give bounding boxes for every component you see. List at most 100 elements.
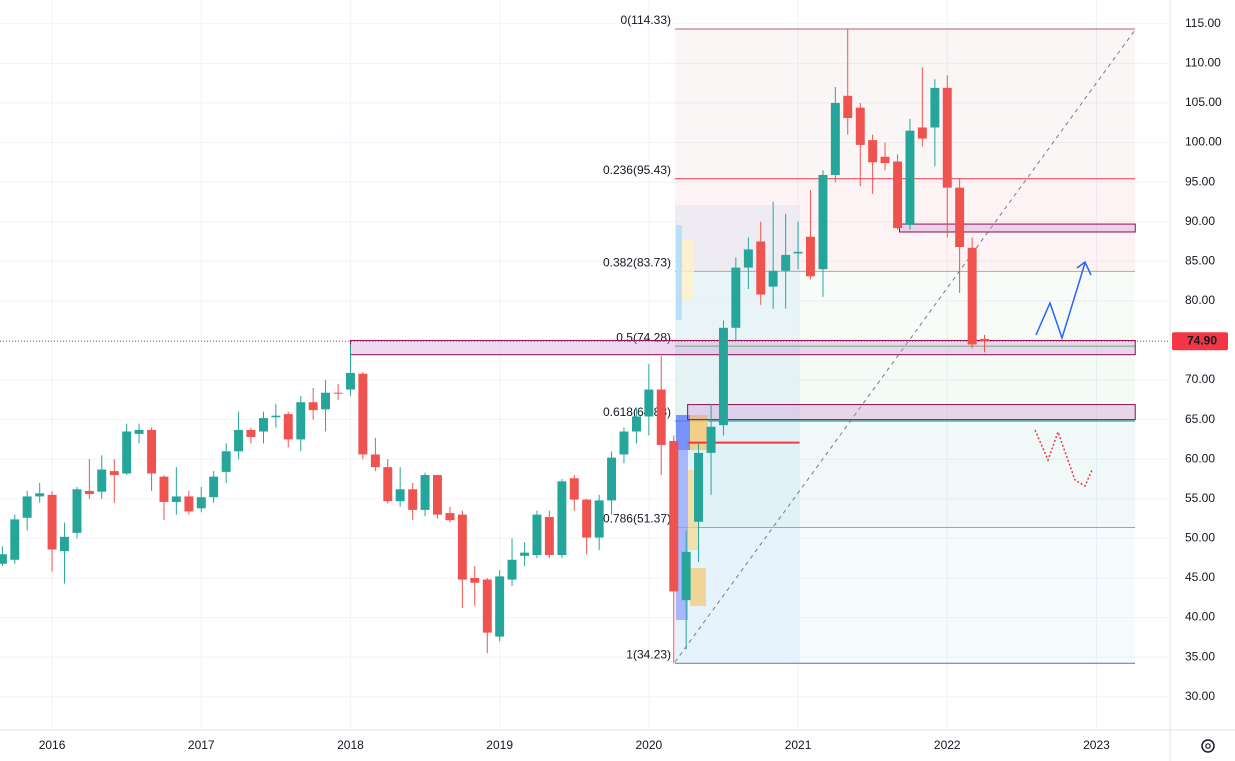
- candle-body: [644, 389, 654, 417]
- candle-body: [345, 372, 355, 390]
- profile-bar: [690, 568, 706, 606]
- profile-bar: [682, 240, 694, 300]
- candle-body: [209, 476, 219, 498]
- candle-body: [259, 418, 268, 432]
- fib-label: 0.786(51.37): [603, 512, 671, 526]
- y-tick-label: 40.00: [1185, 610, 1215, 624]
- candle-body: [594, 500, 604, 538]
- candle-body: [544, 517, 554, 556]
- candle-body: [805, 236, 815, 277]
- y-tick-label: 35.00: [1185, 649, 1215, 663]
- y-tick-label: 65.00: [1185, 412, 1215, 426]
- zone: [349, 339, 1136, 356]
- candle-body: [880, 156, 890, 164]
- candle-body: [358, 373, 368, 455]
- candle-body: [134, 429, 144, 434]
- settings-gear-hub[interactable]: [1205, 743, 1211, 749]
- x-tick-label: 2018: [337, 738, 364, 752]
- candle-body: [184, 496, 194, 512]
- candle-body: [395, 489, 405, 502]
- candle-body: [731, 267, 741, 328]
- arrow-head: [1076, 260, 1092, 276]
- candle-body: [681, 551, 691, 601]
- y-tick-label: 105.00: [1185, 95, 1222, 109]
- fib-label: 1(34.23): [626, 647, 671, 661]
- fib-label: 0.236(95.43): [603, 163, 671, 177]
- fib-band: [675, 527, 1135, 664]
- candle-layer: [0, 29, 1170, 664]
- candle-body: [59, 536, 69, 552]
- candle-body: [507, 559, 517, 580]
- candle-body: [234, 429, 244, 452]
- fib-label: 0.382(83.73): [603, 256, 671, 270]
- candle-body: [669, 441, 679, 592]
- candle-body: [694, 452, 704, 522]
- candle-body: [520, 552, 530, 556]
- zone-layer: [349, 223, 1136, 444]
- candle-body: [22, 496, 32, 518]
- candle-body: [445, 513, 455, 521]
- x-tick-label: 2020: [636, 738, 663, 752]
- candle-body: [47, 494, 57, 550]
- candle-body: [283, 414, 293, 440]
- candle-body: [109, 471, 119, 476]
- candle-body: [980, 338, 990, 342]
- candle-body: [246, 429, 256, 438]
- candle-body: [457, 514, 467, 580]
- candle-body: [942, 87, 952, 188]
- candle-body: [470, 577, 480, 583]
- x-tick-label: 2019: [486, 738, 513, 752]
- settings-button[interactable]: [1201, 739, 1215, 753]
- x-tick-label: 2021: [785, 738, 812, 752]
- candle-body: [818, 174, 828, 270]
- fib-band: [675, 271, 1135, 347]
- candle-body: [967, 247, 977, 345]
- profile-bar: [688, 470, 698, 550]
- x-tick-label: 2016: [39, 738, 66, 752]
- axis-layer: 30.00 35.00 40.00 45.00 50.00 55.00 60.00 65.00…: [39, 16, 1228, 752]
- candle-body: [843, 95, 853, 118]
- y-tick-label: 50.00: [1185, 531, 1215, 545]
- candle-body: [408, 489, 418, 510]
- last-price-label: 74.90: [1187, 333, 1217, 347]
- fib-band: [675, 29, 1135, 179]
- y-tick-label: 95.00: [1185, 174, 1215, 188]
- zone: [899, 223, 1136, 233]
- y-tick-label: 60.00: [1185, 451, 1215, 465]
- candle-body: [333, 392, 343, 394]
- candle-body: [656, 389, 666, 445]
- candle-body: [868, 140, 878, 163]
- candle-body: [221, 451, 231, 472]
- settings-gear[interactable]: [1201, 739, 1215, 753]
- candle-body: [370, 454, 380, 468]
- candle-body: [35, 493, 45, 497]
- candle-body: [171, 496, 181, 502]
- fib-band: [675, 346, 1135, 421]
- x-tick-label: 2017: [188, 738, 215, 752]
- y-tick-label: 85.00: [1185, 253, 1215, 267]
- candle-body: [930, 87, 940, 128]
- y-tick-label: 110.00: [1185, 56, 1221, 70]
- candle-body: [569, 478, 579, 500]
- candle-body: [420, 475, 430, 510]
- candle-body: [830, 102, 840, 175]
- candle-body: [147, 429, 157, 474]
- candle-body: [557, 481, 567, 556]
- candle-body: [781, 254, 791, 271]
- candle-body: [631, 416, 641, 432]
- candle-body: [768, 270, 778, 287]
- candle-body: [321, 392, 331, 410]
- candle-body: [619, 431, 629, 455]
- y-tick-label: 90.00: [1185, 214, 1215, 228]
- fib-label: 0(114.33): [621, 13, 671, 27]
- candle-body: [607, 457, 617, 501]
- candle-body: [383, 467, 393, 502]
- volume-profile: [676, 225, 708, 620]
- candle-body: [0, 554, 7, 564]
- profile-bar: [676, 225, 682, 320]
- candle-body: [196, 497, 206, 509]
- candle-body: [432, 475, 442, 515]
- candle-body: [72, 489, 82, 533]
- candle-body: [893, 161, 903, 229]
- candle-body: [271, 415, 281, 418]
